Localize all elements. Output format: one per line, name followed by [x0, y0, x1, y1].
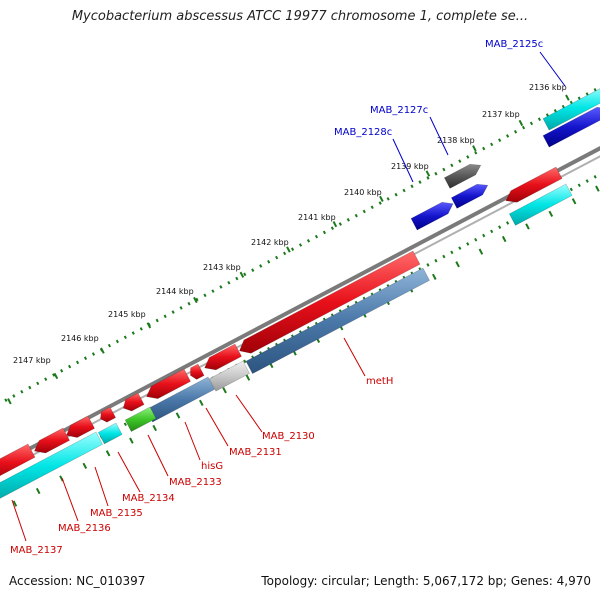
- tick-label-2139: 2139 kbp: [391, 162, 429, 171]
- tick-label-2137: 2137 kbp: [482, 110, 520, 119]
- outer-major-tick: [7, 398, 12, 405]
- inner-major-tick: [199, 399, 204, 406]
- gene-label-meth[interactable]: metH: [366, 376, 393, 387]
- map-title: Mycobacterium abscessus ATCC 19977 chrom…: [71, 9, 529, 24]
- feature-mab2128c: [410, 201, 454, 231]
- outer-major-tick: [518, 119, 524, 127]
- label-leader-lines: [11, 51, 566, 542]
- leader-mab2133: [147, 434, 169, 477]
- outer-major-tick: [286, 246, 291, 253]
- tick-label-2147: 2147 kbp: [13, 356, 51, 365]
- gene-label-hisg[interactable]: hisG: [201, 461, 223, 472]
- gene-label-mab2125c[interactable]: MAB_2125c: [485, 39, 543, 50]
- gene-label-mab2128c[interactable]: MAB_2128c: [334, 127, 392, 138]
- gene-label-mab2131[interactable]: MAB_2131: [229, 447, 282, 458]
- tick-label-2140: 2140 kbp: [344, 188, 382, 197]
- feature-mab2131: [146, 368, 191, 399]
- inner-major-tick: [432, 273, 437, 280]
- feature-mab2133: [100, 406, 116, 423]
- feature-mab2125c: [542, 106, 600, 148]
- outer-major-tick: [100, 347, 105, 354]
- inner-major-tick: [12, 500, 18, 507]
- outer-major-tick: [472, 145, 477, 152]
- outer-major-tick: [565, 94, 570, 101]
- inner-major-tick: [548, 210, 554, 217]
- feature-cyan-top: [542, 88, 600, 131]
- feature-red-right: [505, 166, 563, 203]
- feature-hisg: [122, 392, 145, 412]
- inner-major-tick: [129, 437, 134, 444]
- tick-label-2144: 2144 kbp: [156, 287, 194, 296]
- outer-major-tick: [53, 372, 59, 380]
- feature-cyan-right: [508, 183, 573, 226]
- gene-label-mab2127c[interactable]: MAB_2127c: [370, 105, 428, 116]
- outer-major-tick: [379, 195, 384, 202]
- outer-tick-ring: [0, 85, 600, 405]
- inner-major-tick: [35, 487, 41, 495]
- outer-major-tick: [425, 170, 431, 177]
- inner-major-tick: [455, 261, 460, 268]
- feature-steel-long: [245, 267, 430, 374]
- outer-major-tick: [239, 271, 245, 278]
- tick-label-2138: 2138 kbp: [437, 136, 475, 145]
- gene-label-mab2135[interactable]: MAB_2135: [90, 508, 143, 519]
- inner-major-tick: [478, 248, 484, 255]
- gene-label-mab2133[interactable]: MAB_2133: [169, 477, 222, 488]
- inner-major-tick: [152, 424, 157, 432]
- feature-mab2135: [33, 427, 70, 454]
- inner-tick-ring: [0, 172, 600, 507]
- feature-mab2130: [204, 343, 242, 371]
- leader-meth: [343, 337, 366, 377]
- inner-major-tick: [175, 412, 181, 419]
- tick-label-2142: 2142 kbp: [251, 238, 289, 247]
- tick-labels: 2136 kbp 2137 kbp 2138 kbp 2139 kbp 2140…: [13, 83, 567, 365]
- feature-meth: [239, 250, 421, 354]
- feature-mab2134: [66, 415, 95, 438]
- feature-cyan-small: [97, 422, 123, 445]
- leader-mab2134: [117, 451, 141, 493]
- feature-tracks: [0, 88, 600, 499]
- leader-hisg: [184, 421, 201, 461]
- tick-label-2143: 2143 kbp: [203, 263, 241, 272]
- tick-label-2145: 2145 kbp: [108, 310, 146, 319]
- feature-red-small: [190, 363, 205, 380]
- inner-major-tick: [501, 235, 507, 243]
- tick-label-2146: 2146 kbp: [61, 334, 99, 343]
- feature-blue-2: [450, 183, 489, 209]
- gene-label-mab2134[interactable]: MAB_2134: [122, 493, 175, 504]
- tick-label-2141: 2141 kbp: [298, 213, 336, 222]
- leader-mab2125c: [539, 51, 566, 87]
- inner-major-tick: [245, 374, 251, 381]
- inner-major-tick: [222, 387, 227, 394]
- feature-mab2136: [0, 443, 36, 477]
- inner-major-tick: [82, 462, 88, 469]
- inner-major-tick: [105, 450, 111, 457]
- outer-major-tick: [193, 296, 198, 304]
- leader-mab2135: [94, 466, 109, 507]
- tick-label-2136: 2136 kbp: [529, 83, 567, 92]
- feature-cyan-long: [0, 431, 103, 499]
- leader-mab2128c: [392, 138, 414, 183]
- feature-gray: [208, 360, 250, 392]
- leader-mab2136: [61, 477, 79, 522]
- leader-mab2127c: [429, 116, 449, 156]
- inner-major-tick: [525, 223, 530, 230]
- inner-major-tick: [571, 198, 577, 205]
- topology-summary: Topology: circular; Length: 5,067,172 bp…: [261, 574, 591, 588]
- leader-mab2130: [235, 394, 263, 433]
- outer-major-tick: [146, 322, 152, 329]
- gene-label-mab2136[interactable]: MAB_2136: [58, 523, 111, 534]
- feature-steel-short: [145, 376, 215, 423]
- accession-text: Accession: NC_010397: [9, 574, 146, 588]
- gene-label-mab2130[interactable]: MAB_2130: [262, 431, 315, 442]
- outer-ring-dots: [0, 85, 600, 405]
- inner-major-tick: [595, 185, 600, 192]
- feature-green: [124, 406, 157, 432]
- feature-mab2127c: [443, 163, 482, 189]
- leader-mab2137: [11, 499, 27, 542]
- outer-major-tick: [332, 221, 338, 228]
- gene-label-mab2137[interactable]: MAB_2137: [10, 545, 63, 556]
- leader-mab2131: [205, 407, 229, 447]
